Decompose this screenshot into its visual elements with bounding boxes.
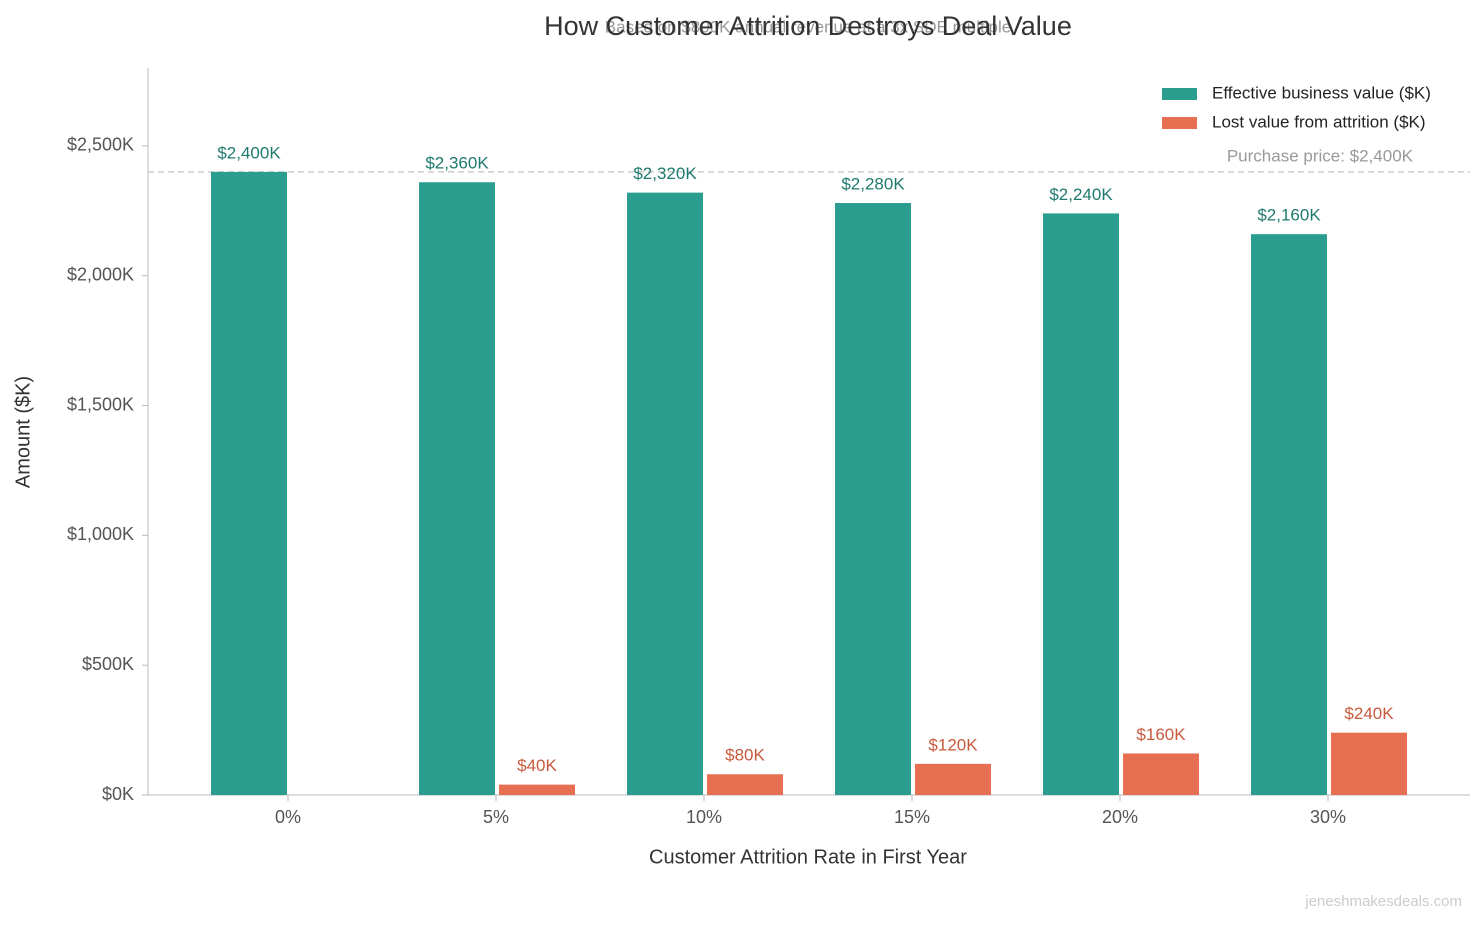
value-label: $120K <box>928 735 978 754</box>
value-label: $2,400K <box>217 143 281 162</box>
value-label: $80K <box>725 746 765 765</box>
value-label: $2,320K <box>633 164 697 183</box>
value-label: $2,160K <box>1257 206 1321 225</box>
bar <box>1251 234 1327 795</box>
legend-label: Lost value from attrition ($K) <box>1212 112 1426 131</box>
legend-swatch <box>1162 117 1197 129</box>
x-tick-label: 30% <box>1310 807 1346 827</box>
bar <box>1043 213 1119 795</box>
chart-title: How Customer Attrition Destroys Deal Val… <box>544 11 1072 41</box>
bar <box>835 203 911 795</box>
bar <box>1331 732 1407 795</box>
value-label: $2,240K <box>1049 185 1113 204</box>
x-axis-label: Customer Attrition Rate in First Year <box>649 846 967 868</box>
x-tick-label: 10% <box>686 807 722 827</box>
bar <box>211 171 287 795</box>
value-label: $40K <box>517 756 557 775</box>
y-tick-label: $1,500K <box>67 394 134 414</box>
chart-subtitle: Based on $800K annual revenue at a 3x SD… <box>605 17 1011 36</box>
value-label: $2,360K <box>425 154 489 173</box>
y-axis-label: Amount ($K) <box>12 376 34 488</box>
y-tick-label: $2,000K <box>67 264 134 284</box>
value-label: $2,280K <box>841 174 905 193</box>
y-tick-label: $2,500K <box>67 135 134 155</box>
bar <box>915 763 991 795</box>
x-tick-label: 15% <box>894 807 930 827</box>
bar <box>419 182 495 795</box>
value-label: $240K <box>1344 704 1394 723</box>
y-tick-label: $0K <box>102 784 134 804</box>
reference-label: Purchase price: $2,400K <box>1227 146 1414 165</box>
bar <box>499 784 575 795</box>
x-tick-label: 0% <box>275 807 301 827</box>
bar <box>707 774 783 795</box>
legend-swatch <box>1162 88 1197 100</box>
legend-label: Effective business value ($K) <box>1212 83 1431 102</box>
bar <box>627 192 703 796</box>
watermark: jeneshmakesdeals.com <box>1304 893 1462 910</box>
y-tick-label: $1,000K <box>67 524 134 544</box>
x-tick-label: 20% <box>1102 807 1138 827</box>
x-tick-label: 5% <box>483 807 509 827</box>
value-label: $160K <box>1136 725 1186 744</box>
bar <box>1123 753 1199 795</box>
y-tick-label: $500K <box>82 654 134 674</box>
